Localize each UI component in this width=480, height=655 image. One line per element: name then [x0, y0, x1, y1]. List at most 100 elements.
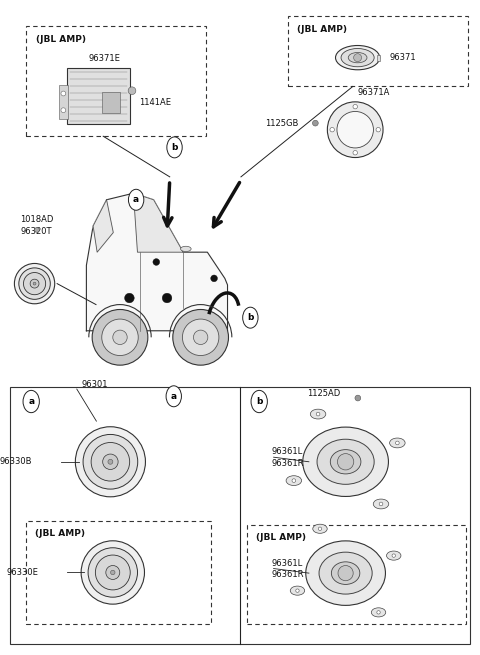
- Circle shape: [166, 386, 181, 407]
- Bar: [377, 54, 380, 61]
- Ellipse shape: [292, 479, 296, 483]
- Ellipse shape: [162, 293, 172, 303]
- Ellipse shape: [125, 293, 134, 303]
- Ellipse shape: [211, 275, 217, 282]
- Ellipse shape: [310, 409, 326, 419]
- Ellipse shape: [103, 454, 118, 470]
- Text: 96371A: 96371A: [358, 88, 390, 96]
- Bar: [26, 26, 206, 136]
- Ellipse shape: [337, 454, 354, 470]
- Text: 96320T: 96320T: [20, 227, 52, 236]
- Ellipse shape: [330, 128, 335, 132]
- Ellipse shape: [102, 319, 138, 356]
- Ellipse shape: [96, 555, 130, 590]
- Text: 96361R: 96361R: [271, 458, 304, 468]
- Bar: [102, 92, 120, 113]
- Text: 96371E: 96371E: [89, 54, 120, 63]
- Ellipse shape: [372, 608, 386, 617]
- Ellipse shape: [353, 151, 358, 155]
- Ellipse shape: [180, 246, 191, 252]
- Ellipse shape: [173, 309, 228, 365]
- Ellipse shape: [19, 268, 50, 299]
- Ellipse shape: [379, 502, 383, 506]
- Ellipse shape: [330, 449, 361, 474]
- Ellipse shape: [348, 52, 367, 63]
- Ellipse shape: [290, 586, 305, 595]
- Ellipse shape: [92, 309, 148, 365]
- Ellipse shape: [182, 319, 219, 356]
- Text: 96361R: 96361R: [271, 570, 304, 579]
- Polygon shape: [133, 193, 183, 252]
- Bar: [288, 16, 468, 86]
- Ellipse shape: [128, 87, 136, 94]
- Ellipse shape: [355, 395, 361, 401]
- Text: (JBL AMP): (JBL AMP): [35, 529, 85, 538]
- Ellipse shape: [319, 552, 372, 594]
- Ellipse shape: [318, 527, 322, 531]
- Ellipse shape: [336, 45, 380, 70]
- Text: b: b: [247, 313, 253, 322]
- Text: 1125AD: 1125AD: [307, 389, 340, 398]
- Text: b: b: [256, 397, 263, 406]
- Ellipse shape: [14, 263, 55, 304]
- Circle shape: [23, 390, 39, 413]
- Ellipse shape: [108, 459, 113, 464]
- Ellipse shape: [110, 571, 115, 574]
- Ellipse shape: [81, 541, 144, 604]
- Ellipse shape: [153, 259, 160, 265]
- Text: a: a: [133, 195, 139, 204]
- Bar: [26, 521, 211, 624]
- Bar: [59, 85, 68, 119]
- Ellipse shape: [353, 104, 358, 109]
- Text: (JBL AMP): (JBL AMP): [297, 25, 347, 34]
- Ellipse shape: [88, 548, 137, 597]
- Ellipse shape: [24, 272, 46, 295]
- Ellipse shape: [91, 443, 130, 481]
- Text: a: a: [28, 397, 34, 406]
- Ellipse shape: [313, 524, 327, 533]
- Ellipse shape: [193, 330, 208, 345]
- Ellipse shape: [396, 441, 399, 445]
- Ellipse shape: [373, 499, 389, 509]
- Ellipse shape: [296, 589, 299, 592]
- Text: (JBL AMP): (JBL AMP): [36, 35, 86, 45]
- Ellipse shape: [317, 440, 374, 484]
- Circle shape: [129, 189, 144, 210]
- Text: 1141AE: 1141AE: [139, 98, 171, 107]
- Ellipse shape: [303, 427, 388, 496]
- Ellipse shape: [392, 554, 396, 557]
- Ellipse shape: [386, 551, 401, 560]
- Ellipse shape: [106, 565, 120, 580]
- Text: 1018AD: 1018AD: [20, 215, 54, 224]
- Ellipse shape: [61, 108, 66, 113]
- Ellipse shape: [376, 128, 381, 132]
- Ellipse shape: [390, 438, 405, 448]
- Bar: [67, 69, 130, 124]
- Ellipse shape: [377, 610, 380, 614]
- Bar: [10, 387, 470, 644]
- Ellipse shape: [337, 111, 373, 148]
- Circle shape: [243, 307, 258, 328]
- Polygon shape: [86, 193, 228, 331]
- Ellipse shape: [306, 541, 385, 605]
- Ellipse shape: [61, 91, 66, 96]
- Text: 96330E: 96330E: [6, 568, 38, 577]
- Text: 96330B: 96330B: [0, 457, 32, 466]
- Ellipse shape: [83, 434, 138, 489]
- Polygon shape: [93, 200, 113, 252]
- Ellipse shape: [341, 48, 374, 67]
- Ellipse shape: [33, 282, 36, 285]
- Circle shape: [251, 390, 267, 413]
- Text: b: b: [171, 143, 178, 152]
- Text: (JBL AMP): (JBL AMP): [256, 533, 306, 542]
- Ellipse shape: [316, 412, 320, 416]
- Ellipse shape: [75, 427, 145, 496]
- Ellipse shape: [35, 227, 39, 233]
- Text: a: a: [171, 392, 177, 401]
- Ellipse shape: [327, 102, 383, 158]
- Ellipse shape: [331, 562, 360, 584]
- Bar: [247, 525, 466, 624]
- Text: 96301: 96301: [82, 380, 108, 389]
- Ellipse shape: [113, 330, 127, 345]
- Circle shape: [167, 137, 182, 158]
